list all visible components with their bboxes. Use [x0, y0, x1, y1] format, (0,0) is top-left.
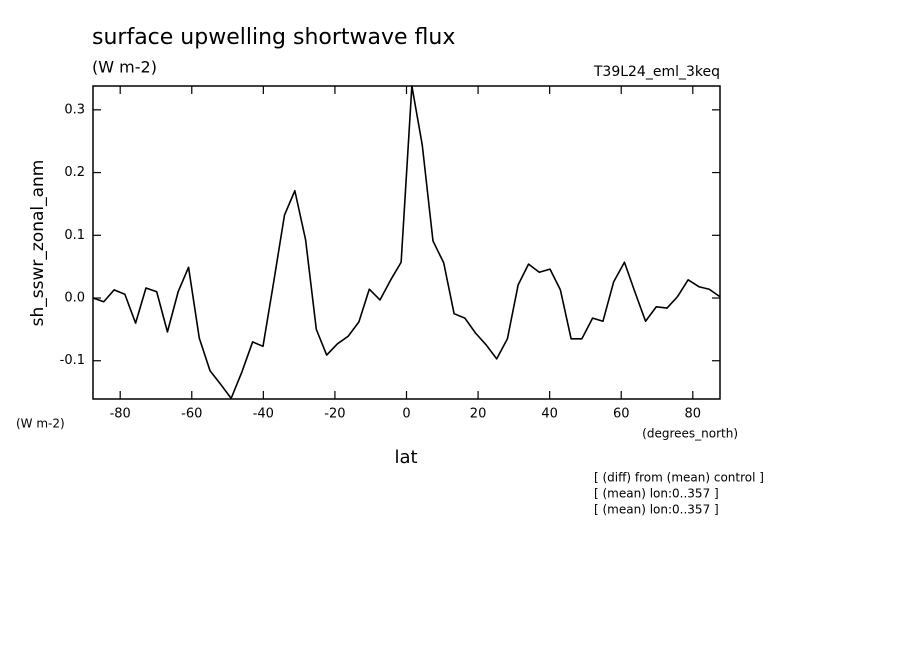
x-tick-label: 40 [541, 407, 558, 422]
y-tick-label: -0.1 [60, 353, 85, 368]
x-units: (degrees_north) [642, 427, 738, 441]
y-tick-label: 0.0 [64, 291, 85, 306]
plot-frame [92, 85, 721, 400]
y-axis-label: sh_sswr_zonal_anm [28, 160, 48, 327]
x-tick-label: -60 [181, 407, 202, 422]
experiment: T39L24_eml_3keq [593, 64, 720, 80]
x-tick-label: 0 [402, 407, 410, 422]
x-tick-label: -20 [324, 407, 345, 422]
x-tick-label: 60 [613, 407, 630, 422]
y-tick-label: 0.1 [64, 228, 85, 243]
x-axis-label: lat [394, 447, 417, 468]
note: [ (mean) lon:0..357 ] [594, 487, 719, 501]
y-tick-label: 0.2 [64, 165, 85, 180]
data-line [92, 85, 721, 400]
chart-title: surface upwelling shortwave flux [92, 25, 455, 50]
note: [ (diff) from (mean) control ] [594, 471, 764, 485]
y-tick-label: 0.3 [64, 102, 85, 117]
x-tick-label: 80 [685, 407, 702, 422]
x-tick-label: -40 [253, 407, 274, 422]
units: (W m-2) [92, 58, 157, 77]
note: [ (mean) lon:0..357 ] [594, 503, 719, 517]
y-units: (W m-2) [16, 417, 65, 431]
x-tick-label: 20 [470, 407, 487, 422]
x-tick-label: -80 [110, 407, 131, 422]
